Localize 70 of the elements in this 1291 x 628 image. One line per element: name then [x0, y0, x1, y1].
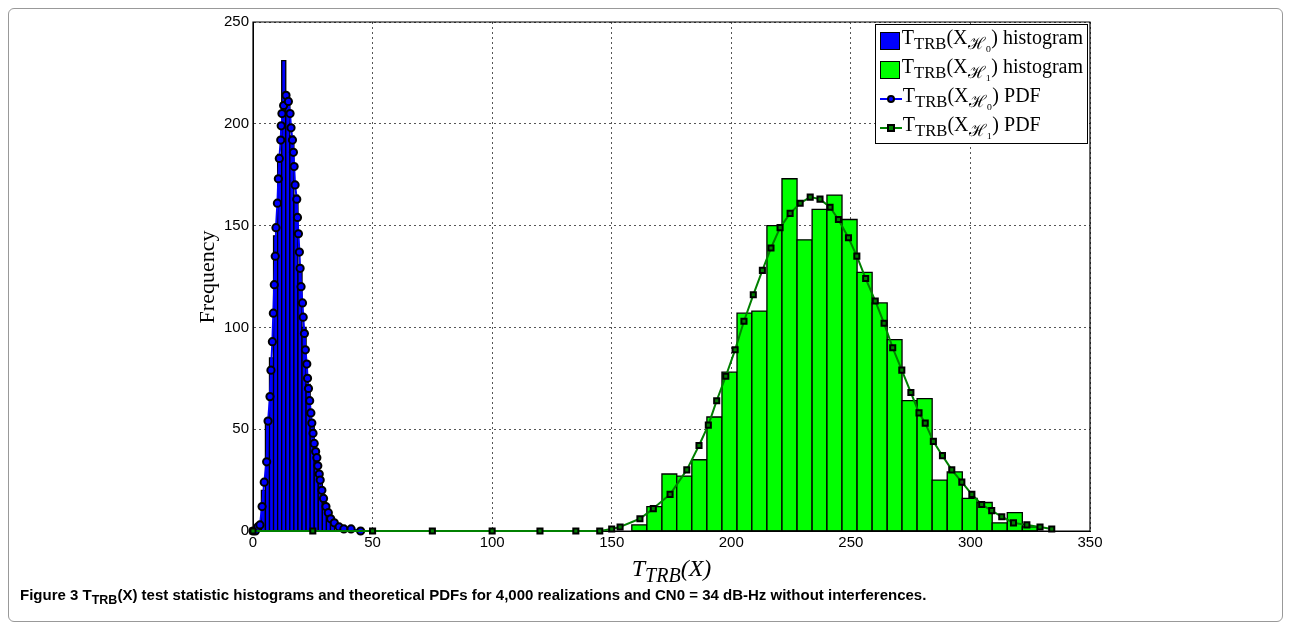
legend-label: T$_{TRB}$(X$_{ℋ₁}$) PDF: [902, 113, 1041, 142]
x-axis-title: T$_{TRB}$(X): [631, 555, 712, 587]
point: [1048, 525, 1056, 533]
y-tick-label: 50: [232, 419, 249, 437]
point: [536, 527, 544, 535]
x-tick-label: 200: [718, 533, 744, 551]
point: [767, 244, 775, 252]
point: [776, 224, 784, 232]
point: [948, 466, 956, 474]
point: [428, 527, 436, 535]
point: [683, 466, 691, 474]
point: [978, 500, 986, 509]
point: [596, 527, 604, 535]
point: [880, 319, 888, 327]
point: [958, 478, 966, 486]
point: [608, 525, 616, 533]
point: [740, 317, 748, 325]
x-tick-label: 300: [957, 533, 983, 551]
point: [826, 203, 834, 211]
y-axis-title: Frequency: [194, 230, 220, 323]
point: [309, 527, 317, 535]
x-tick-label: 250: [838, 533, 864, 551]
y-tick-label: 250: [223, 12, 249, 30]
point: [722, 372, 730, 380]
point: [616, 523, 624, 531]
point: [731, 346, 739, 354]
point: [695, 441, 703, 450]
point: [834, 215, 842, 224]
point: [816, 195, 824, 203]
point: [898, 366, 906, 374]
point: [1023, 521, 1031, 529]
legend-label: T$_{TRB}$(X$_{ℋ₀}$) PDF: [902, 84, 1041, 113]
point: [968, 490, 976, 498]
point: [666, 490, 674, 498]
x-tick-label: 100: [479, 533, 505, 551]
point: [915, 409, 923, 417]
point: [862, 274, 870, 283]
point: [907, 389, 915, 397]
point: [636, 515, 644, 523]
point: [713, 397, 721, 405]
point: [649, 505, 657, 513]
point: [929, 437, 937, 445]
point: [998, 513, 1006, 521]
point: [921, 419, 929, 427]
point: [796, 199, 804, 207]
point: [853, 252, 861, 260]
x-tick-label: 50: [364, 533, 381, 551]
point: [786, 209, 794, 217]
y-tick-label: 0: [240, 521, 249, 539]
point: [889, 344, 897, 352]
point: [704, 421, 712, 429]
x-tick-label: 150: [599, 533, 625, 551]
x-tick-label: 350: [1077, 533, 1103, 551]
point: [488, 527, 496, 535]
legend-label: T$_{TRB}$(X$_{ℋ₁}$) histogram: [901, 55, 1083, 84]
point: [1036, 523, 1044, 531]
caption: Figure 3 T$_{TRB}$(X) test statistic histograms and theoretical PDFs for 4,000 realizations and CN0 = 34 dB-Hz without interferences.: [20, 586, 927, 607]
point: [758, 266, 766, 274]
point: [844, 234, 853, 242]
point: [938, 452, 946, 460]
legend-label: T$_{TRB}$(X$_{ℋ₀}$) histogram: [901, 26, 1083, 55]
point: [806, 193, 814, 201]
point: [988, 507, 996, 515]
point: [572, 527, 580, 535]
point: [871, 297, 879, 305]
y-tick-label: 200: [223, 113, 249, 131]
point: [749, 291, 757, 299]
y-tick-label: 100: [223, 317, 249, 335]
point: [369, 527, 377, 535]
y-tick-label: 150: [223, 215, 249, 233]
